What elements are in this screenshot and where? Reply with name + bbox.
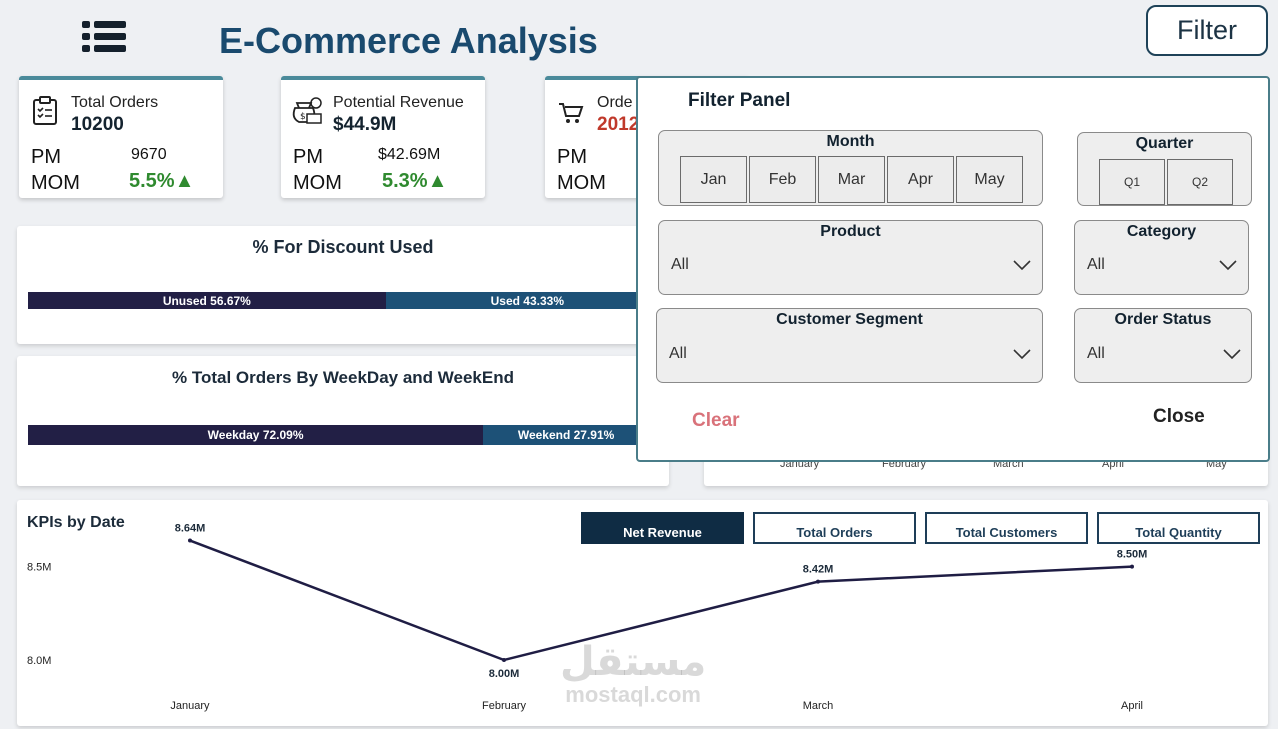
menu-icon[interactable] [80,18,128,62]
filter-panel: Filter Panel Month Jan Feb Mar Apr May Q… [636,76,1270,462]
data-label: 8.50M [1117,549,1148,561]
tab-total-orders[interactable]: Total Orders [753,512,916,544]
y-tick-label: 8.5M [27,562,51,574]
svg-text:$: $ [300,112,306,122]
product-dropdown[interactable]: Product All [658,220,1043,295]
data-label: 8.00M [489,668,520,680]
data-point [502,658,506,662]
tab-total-quantity[interactable]: Total Quantity [1097,512,1260,544]
chevron-down-icon[interactable] [1219,259,1237,271]
y-tick-label: 8.0M [27,655,51,667]
month-chip-may[interactable]: May [956,156,1023,203]
data-label: 8.64M [175,523,206,535]
month-chip-mar[interactable]: Mar [818,156,885,203]
kpi-label: Potential Revenue [333,94,464,111]
kpi-mom-label: MOM [557,172,606,194]
panel-title: % For Discount Used [252,237,434,257]
kpi-card-potential-revenue: $ Potential Revenue $44.9M PM $42.69M MO… [281,76,485,198]
panel-title: % Total Orders By WeekDay and WeekEnd [171,368,514,387]
x-tick-label: April [1121,700,1143,712]
kpis-by-date-panel: KPIs by Date Net Revenue Total Orders To… [17,500,1268,726]
kpi-pm-label: PM [293,146,323,168]
month-chip-jan[interactable]: Jan [680,156,747,203]
clipboard-icon [33,96,57,125]
bar-segment-weekend[interactable]: Weekend 27.91% [483,425,649,445]
kpi-pm-label: PM [31,146,61,168]
customer-segment-dropdown[interactable]: Customer Segment All [656,308,1043,383]
filter-panel-title: Filter Panel [688,90,791,111]
quarter-slicer: Quarter Q1 Q2 [1077,132,1252,206]
data-point [1130,564,1134,569]
kpi-mom-value: 5.3%▲ [382,170,448,192]
dropdown-value: All [671,256,689,273]
dropdown-value: All [1087,256,1105,273]
dropdown-value: All [1087,345,1105,362]
slicer-title: Order Status [1114,311,1212,328]
tab-net-revenue[interactable]: Net Revenue [581,512,744,544]
slicer-title: Product [820,223,881,240]
discount-bar[interactable]: Unused 56.67% Used 43.33% [28,292,669,309]
data-point [816,579,820,584]
month-chip-feb[interactable]: Feb [749,156,816,203]
watermark: مستقل mostaql.com [560,642,706,708]
page-title: E-Commerce Analysis [219,20,598,61]
section-title: KPIs by Date [27,514,125,531]
line-chart[interactable]: 8.5M 8.0M January February March April 8.64M 8.… [17,500,1268,726]
kpi-mom-value: 5.5%▲ [129,170,195,192]
quarter-chip-q2[interactable]: Q2 [1167,159,1233,205]
kpi-pm-value: 9670 [131,146,167,163]
kpi-card-total-orders: Total Orders 10200 PM 9670 MOM 5.5%▲ [19,76,223,198]
watermark-arabic: مستقل [560,640,707,684]
x-tick-label: February [482,700,527,712]
month-chip-apr[interactable]: Apr [887,156,954,203]
series-line [189,539,1133,662]
data-label: 8.42M [803,564,834,576]
kpi-label: Orde [597,94,633,111]
x-tick-label: March [803,700,834,712]
watermark-latin: mostaql.com [565,682,701,707]
category-dropdown[interactable]: Category All [1074,220,1249,295]
data-point [188,538,192,543]
kpi-value: $44.9M [333,114,397,135]
weekday-panel: % Total Orders By WeekDay and WeekEnd We… [17,356,669,486]
kpi-value: 10200 [71,114,124,135]
kpi-pm-label: PM [557,146,587,168]
order-status-dropdown[interactable]: Order Status All [1074,308,1252,383]
discount-panel: % For Discount Used Unused 56.67% Used 4… [17,226,669,344]
kpi-mom-label: MOM [293,172,342,194]
quarter-chip-q1[interactable]: Q1 [1099,159,1165,205]
kpi-pm-value: $42.69M [378,146,441,163]
slicer-title: Quarter [1135,135,1194,152]
close-button[interactable]: Close [1153,406,1205,427]
chevron-down-icon[interactable] [1223,348,1241,360]
kpi-mom-label: MOM [31,172,80,194]
cart-icon [559,103,584,123]
money-bag-icon: $ [292,97,322,124]
clear-button[interactable]: Clear [692,410,740,431]
tab-total-customers[interactable]: Total Customers [925,512,1088,544]
slicer-title: Customer Segment [776,311,923,328]
x-tick-label: January [170,700,210,712]
slicer-title: Month [826,133,875,150]
weekday-bar[interactable]: Weekday 72.09% Weekend 27.91% [28,425,649,445]
slicer-title: Category [1126,223,1197,240]
bar-segment-unused[interactable]: Unused 56.67% [28,292,386,309]
bar-segment-weekday[interactable]: Weekday 72.09% [28,425,484,445]
bar-segment-used[interactable]: Used 43.33% [385,292,669,309]
month-slicer: Month Jan Feb Mar Apr May [658,130,1043,206]
filter-button[interactable]: Filter [1146,5,1268,56]
kpi-value: 2012 [597,114,640,135]
chevron-down-icon[interactable] [1013,259,1031,271]
dropdown-value: All [669,345,687,362]
chevron-down-icon[interactable] [1013,348,1031,360]
kpi-label: Total Orders [71,94,159,111]
